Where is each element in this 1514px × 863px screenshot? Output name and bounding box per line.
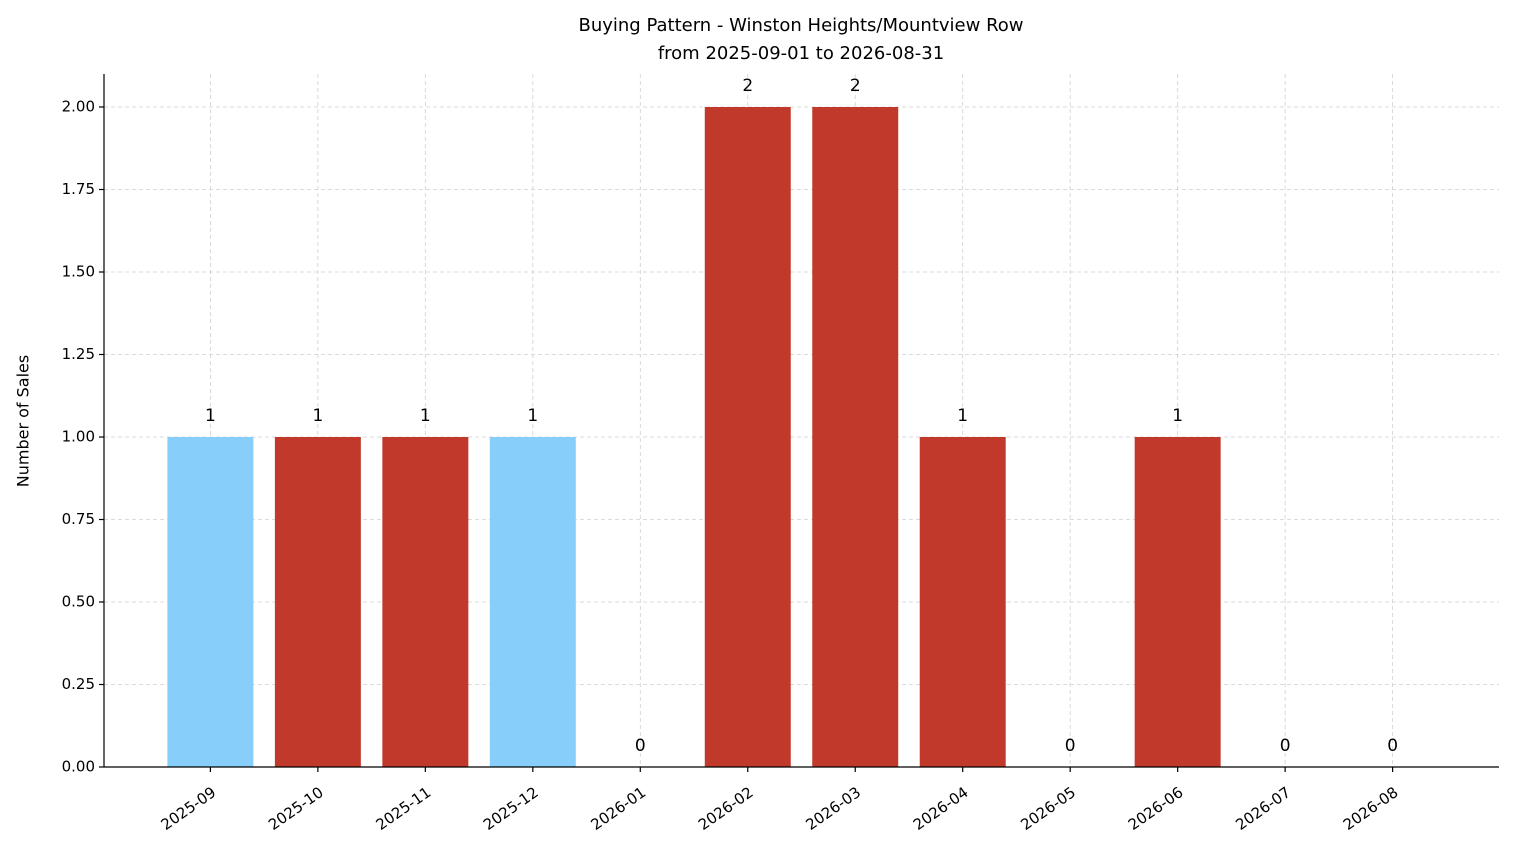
data-label: 0 [1387, 736, 1398, 756]
chart-subtitle: from 2025-09-01 to 2026-08-31 [658, 43, 944, 64]
data-label: 2 [850, 76, 861, 96]
x-tick-label: 2026-08 [1340, 783, 1402, 834]
y-tick-label: 0.00 [62, 758, 95, 776]
y-tick-label: 1.25 [62, 345, 95, 363]
x-tick-label: 2025-11 [373, 783, 435, 834]
bar [704, 107, 791, 767]
bar [274, 437, 361, 767]
y-tick-label: 0.50 [62, 593, 95, 611]
y-tick-label: 0.75 [62, 510, 95, 528]
y-tick-label: 1.50 [62, 263, 95, 281]
x-tick-label: 2026-02 [695, 783, 757, 834]
data-label: 1 [1172, 406, 1183, 426]
x-tick-label: 2026-05 [1017, 783, 1079, 834]
y-tick-label: 1.75 [62, 180, 95, 198]
x-tick-label: 2025-10 [265, 783, 327, 834]
data-label: 0 [635, 736, 646, 756]
bar [812, 107, 899, 767]
data-label: 0 [1065, 736, 1076, 756]
y-tick-label: 1.00 [62, 428, 95, 446]
bar [489, 437, 576, 767]
bar [167, 437, 254, 767]
y-axis-label: Number of Sales [14, 355, 33, 487]
y-tick-label: 2.00 [62, 98, 95, 116]
data-label: 2 [742, 76, 753, 96]
x-tick-label: 2026-04 [910, 783, 972, 834]
x-tick-label: 2026-03 [802, 783, 864, 834]
data-label: 0 [1280, 736, 1291, 756]
x-tick-label: 2025-12 [480, 783, 542, 834]
x-tick-label: 2025-09 [158, 783, 220, 834]
data-label: 1 [312, 406, 323, 426]
data-label: 1 [205, 406, 216, 426]
chart-title: Buying Pattern - Winston Heights/Mountvi… [578, 15, 1023, 36]
data-label: 1 [420, 406, 431, 426]
data-label: 1 [957, 406, 968, 426]
y-tick-label: 0.25 [62, 675, 95, 693]
bar [919, 437, 1006, 767]
x-tick-label: 2026-06 [1125, 783, 1187, 834]
bar [382, 437, 469, 767]
x-tick-label: 2026-01 [587, 783, 649, 834]
x-tick-label: 2026-07 [1232, 783, 1294, 834]
data-label: 1 [527, 406, 538, 426]
bar [1134, 437, 1221, 767]
